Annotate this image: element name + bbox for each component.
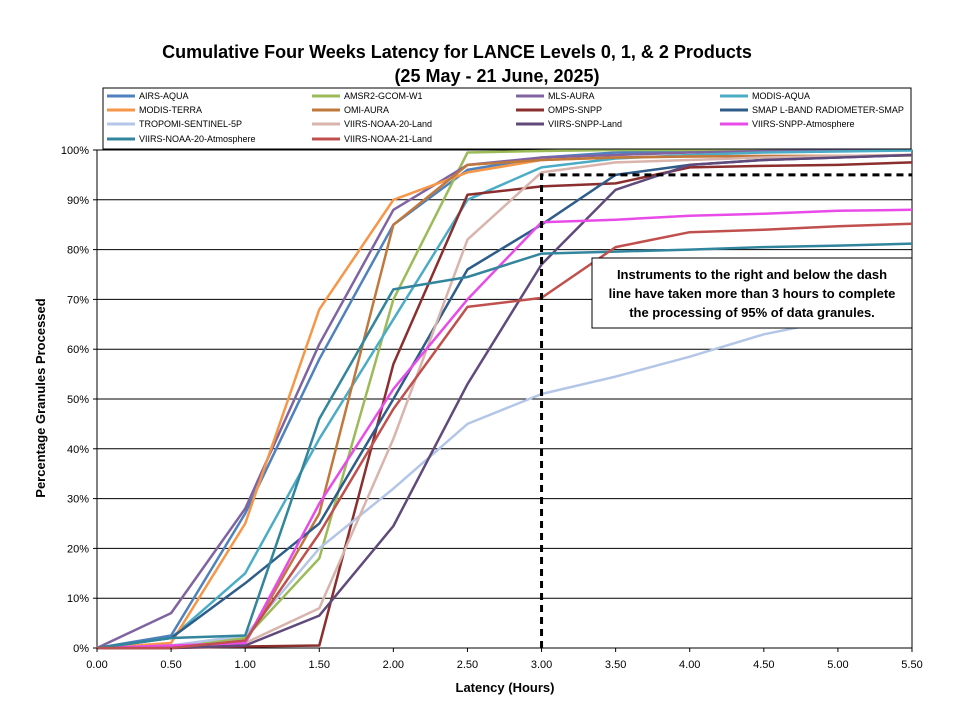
grid-lines <box>97 149 912 649</box>
legend-frame <box>102 87 912 150</box>
y-tick-label: 0% <box>73 643 89 655</box>
legend-label: SMAP L-BAND RADIOMETER-SMAP <box>752 105 904 115</box>
y-tick-label: 70% <box>67 294 89 306</box>
annotation-line: line have taken more than 3 hours to com… <box>609 286 896 301</box>
x-tick-label: 5.50 <box>901 659 922 671</box>
series-line-viirs-noaa-20-atmosphere <box>96 242 913 650</box>
x-tick-label: 5.00 <box>827 659 848 671</box>
y-tick-label: 80% <box>67 245 89 257</box>
legend-label: OMPS-SNPP <box>548 105 602 115</box>
y-tick-label: 20% <box>67 543 89 555</box>
y-axis-ticks: 0% 10% 20% 30% 40% 50% 60% 70% 80% 90% 100% <box>61 145 97 655</box>
y-tick-label: 30% <box>67 494 89 506</box>
x-tick-label: 0.50 <box>160 659 181 671</box>
x-axis-label: Latency (Hours) <box>456 680 555 695</box>
reference-dash-path <box>540 173 912 648</box>
legend-label: VIIRS-NOAA-20-Atmosphere <box>139 134 256 144</box>
series-line-viirs-snpp-land <box>97 153 913 650</box>
reference-dash-line <box>540 173 912 648</box>
y-tick-label: 60% <box>67 344 89 356</box>
x-axis-ticks: 0.00 0.50 1.00 1.50 2.00 2.50 3.00 3.50 4.00 4.50… <box>86 648 923 671</box>
legend-label: VIIRS-NOAA-21-Land <box>344 134 432 144</box>
legend-label: VIIRS-NOAA-20-Land <box>344 119 432 129</box>
y-tick-label: 40% <box>67 444 89 456</box>
legend-label: VIIRS-SNPP-Atmosphere <box>752 119 855 129</box>
x-tick-label: 3.00 <box>531 659 552 671</box>
legend-label: MODIS-AQUA <box>752 91 810 101</box>
y-tick-label: 90% <box>67 195 89 207</box>
x-tick-label: 3.50 <box>605 659 626 671</box>
chart-title: Cumulative Four Weeks Latency for LANCE … <box>162 42 752 62</box>
x-tick-label: 1.00 <box>234 659 255 671</box>
legend-label: OMI-AURA <box>344 105 389 115</box>
series-lines <box>96 148 913 650</box>
y-tick-label: 100% <box>61 145 89 157</box>
legend-label: MLS-AURA <box>548 91 595 101</box>
series-line-viirs-noaa-21-land <box>97 222 913 650</box>
annotation-line: the processing of 95% of data granules. <box>629 305 875 320</box>
x-tick-label: 0.00 <box>86 659 107 671</box>
legend-label: VIIRS-SNPP-Land <box>548 119 622 129</box>
legend-label: MODIS-TERRA <box>139 105 202 115</box>
legend-label: TROPOMI-SENTINEL-5P <box>139 119 242 129</box>
y-tick-label: 10% <box>67 593 89 605</box>
y-tick-label: 50% <box>67 394 89 406</box>
legend-label: AMSR2-GCOM-W1 <box>344 91 423 101</box>
x-tick-label: 4.00 <box>679 659 700 671</box>
y-axis-label: Percentage Granules Processed <box>33 298 48 497</box>
chart-subtitle: (25 May - 21 June, 2025) <box>394 66 599 86</box>
x-tick-label: 4.50 <box>753 659 774 671</box>
series-line-viirs-snpp-atmosphere <box>96 208 913 650</box>
annotation-line: Instruments to the right and below the d… <box>617 267 887 282</box>
annotation-box: Instruments to the right and below the d… <box>591 257 913 329</box>
series-line-omps-snpp <box>97 161 913 650</box>
x-tick-label: 2.00 <box>383 659 404 671</box>
legend: AIRS-AQUA AMSR2-GCOM-W1 MLS-AURA MODIS-AQUA… <box>102 87 912 150</box>
annotation-frame <box>591 257 913 329</box>
x-tick-label: 2.50 <box>457 659 478 671</box>
x-tick-label: 1.50 <box>309 659 330 671</box>
legend-label: AIRS-AQUA <box>139 91 189 101</box>
series-line-modis-aqua <box>96 149 913 650</box>
